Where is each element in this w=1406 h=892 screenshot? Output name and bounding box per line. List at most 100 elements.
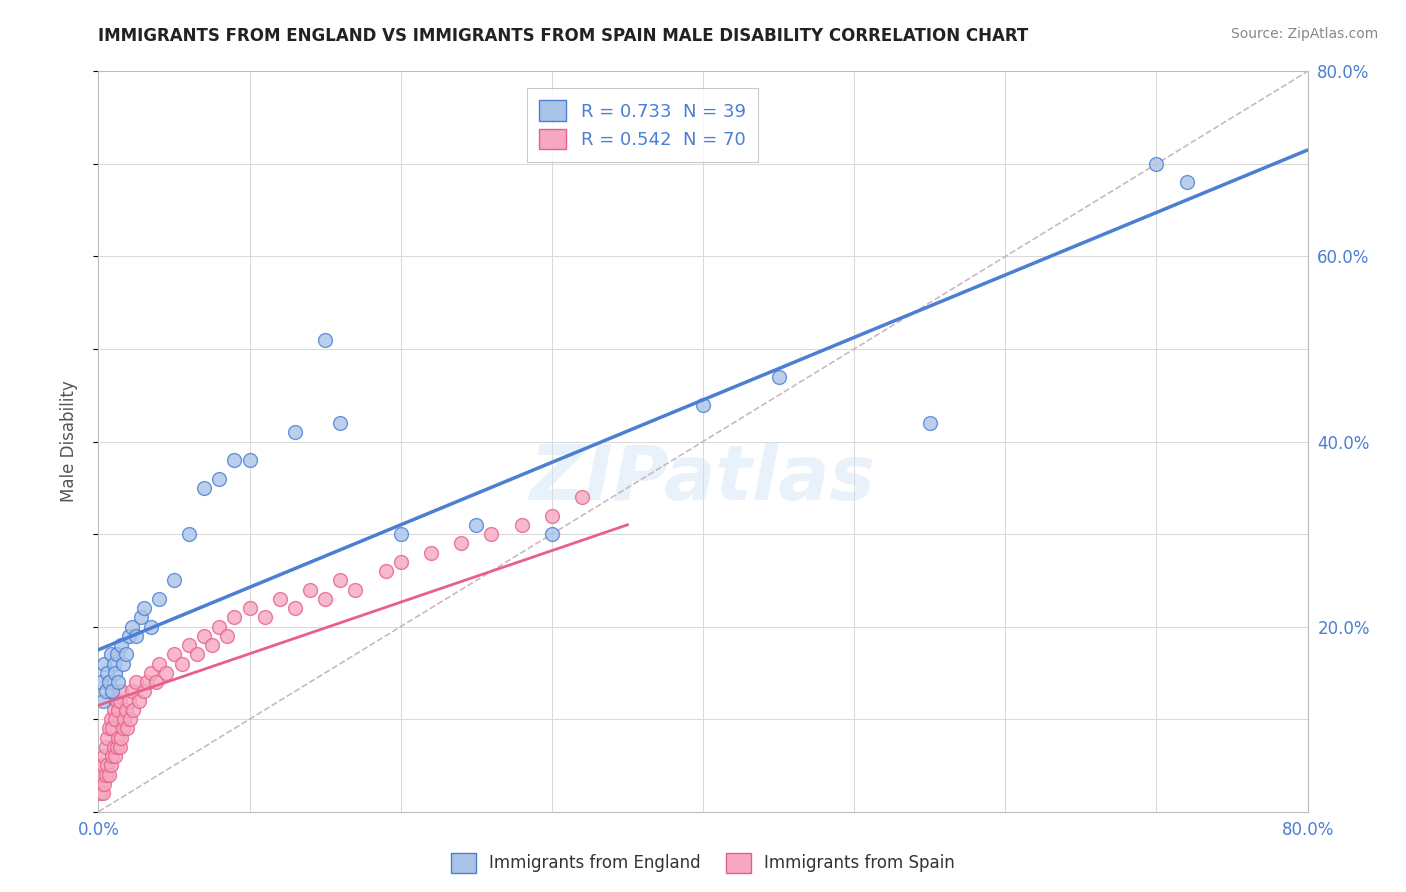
- Point: [692, 398, 714, 412]
- Point: [768, 369, 790, 384]
- Point: [98, 722, 121, 736]
- Point: [107, 703, 129, 717]
- Point: [329, 574, 352, 588]
- Point: [108, 694, 131, 708]
- Point: [91, 694, 114, 708]
- Point: [510, 517, 533, 532]
- Text: IMMIGRANTS FROM ENGLAND VS IMMIGRANTS FROM SPAIN MALE DISABILITY CORRELATION CHA: IMMIGRANTS FROM ENGLAND VS IMMIGRANTS FR…: [98, 27, 1029, 45]
- Point: [105, 739, 128, 754]
- Point: [201, 638, 224, 652]
- Text: ZIPatlas: ZIPatlas: [530, 442, 876, 516]
- Point: [135, 675, 157, 690]
- Point: [125, 629, 148, 643]
- Point: [101, 722, 124, 736]
- Point: [122, 703, 145, 717]
- Point: [90, 767, 112, 781]
- Point: [208, 619, 231, 633]
- Point: [112, 712, 135, 726]
- Point: [129, 610, 152, 624]
- Legend: R = 0.733  N = 39, R = 0.542  N = 70: R = 0.733 N = 39, R = 0.542 N = 70: [527, 87, 758, 162]
- Point: [125, 675, 148, 690]
- Point: [90, 777, 112, 791]
- Point: [98, 767, 121, 781]
- Point: [91, 786, 114, 800]
- Point: [94, 767, 117, 781]
- Point: [224, 453, 246, 467]
- Point: [314, 333, 336, 347]
- Point: [91, 758, 114, 772]
- Point: [145, 675, 167, 690]
- Point: [94, 739, 117, 754]
- Point: [186, 648, 208, 662]
- Point: [148, 657, 170, 671]
- Point: [215, 629, 238, 643]
- Point: [208, 472, 231, 486]
- Point: [128, 694, 150, 708]
- Point: [111, 657, 134, 671]
- Point: [105, 648, 128, 662]
- Point: [465, 517, 488, 532]
- Point: [90, 675, 112, 690]
- Point: [101, 749, 124, 764]
- Point: [141, 619, 163, 633]
- Point: [389, 527, 412, 541]
- Point: [105, 694, 128, 708]
- Point: [103, 657, 125, 671]
- Point: [163, 574, 186, 588]
- Point: [155, 665, 177, 680]
- Point: [1175, 175, 1198, 190]
- Point: [193, 481, 215, 495]
- Point: [108, 739, 131, 754]
- Point: [111, 722, 134, 736]
- Point: [100, 758, 122, 772]
- Point: [420, 545, 443, 560]
- Point: [344, 582, 367, 597]
- Point: [103, 703, 125, 717]
- Point: [141, 665, 163, 680]
- Point: [481, 527, 503, 541]
- Point: [110, 684, 132, 698]
- Point: [121, 684, 143, 698]
- Legend: Immigrants from England, Immigrants from Spain: Immigrants from England, Immigrants from…: [444, 847, 962, 880]
- Point: [104, 712, 127, 726]
- Point: [107, 731, 129, 745]
- Point: [193, 629, 215, 643]
- Point: [100, 712, 122, 726]
- Point: [571, 490, 593, 504]
- Point: [284, 601, 307, 615]
- Text: Source: ZipAtlas.com: Source: ZipAtlas.com: [1230, 27, 1378, 41]
- Point: [179, 638, 201, 652]
- Point: [299, 582, 322, 597]
- Point: [118, 629, 141, 643]
- Point: [114, 703, 136, 717]
- Point: [115, 722, 138, 736]
- Point: [540, 527, 562, 541]
- Y-axis label: Male Disability: Male Disability: [59, 381, 77, 502]
- Point: [224, 610, 246, 624]
- Point: [96, 758, 118, 772]
- Point: [96, 665, 118, 680]
- Point: [118, 694, 141, 708]
- Point: [918, 416, 941, 430]
- Point: [96, 731, 118, 745]
- Point: [120, 712, 142, 726]
- Point: [93, 657, 115, 671]
- Point: [1144, 157, 1167, 171]
- Point: [170, 657, 193, 671]
- Point: [284, 425, 307, 440]
- Point: [94, 684, 117, 698]
- Point: [389, 555, 412, 569]
- Point: [269, 591, 291, 606]
- Point: [374, 564, 396, 578]
- Point: [163, 648, 186, 662]
- Point: [329, 416, 352, 430]
- Point: [93, 777, 115, 791]
- Point: [179, 527, 201, 541]
- Point: [103, 739, 125, 754]
- Point: [107, 675, 129, 690]
- Point: [110, 638, 132, 652]
- Point: [132, 601, 155, 615]
- Point: [314, 591, 336, 606]
- Point: [450, 536, 472, 550]
- Point: [104, 665, 127, 680]
